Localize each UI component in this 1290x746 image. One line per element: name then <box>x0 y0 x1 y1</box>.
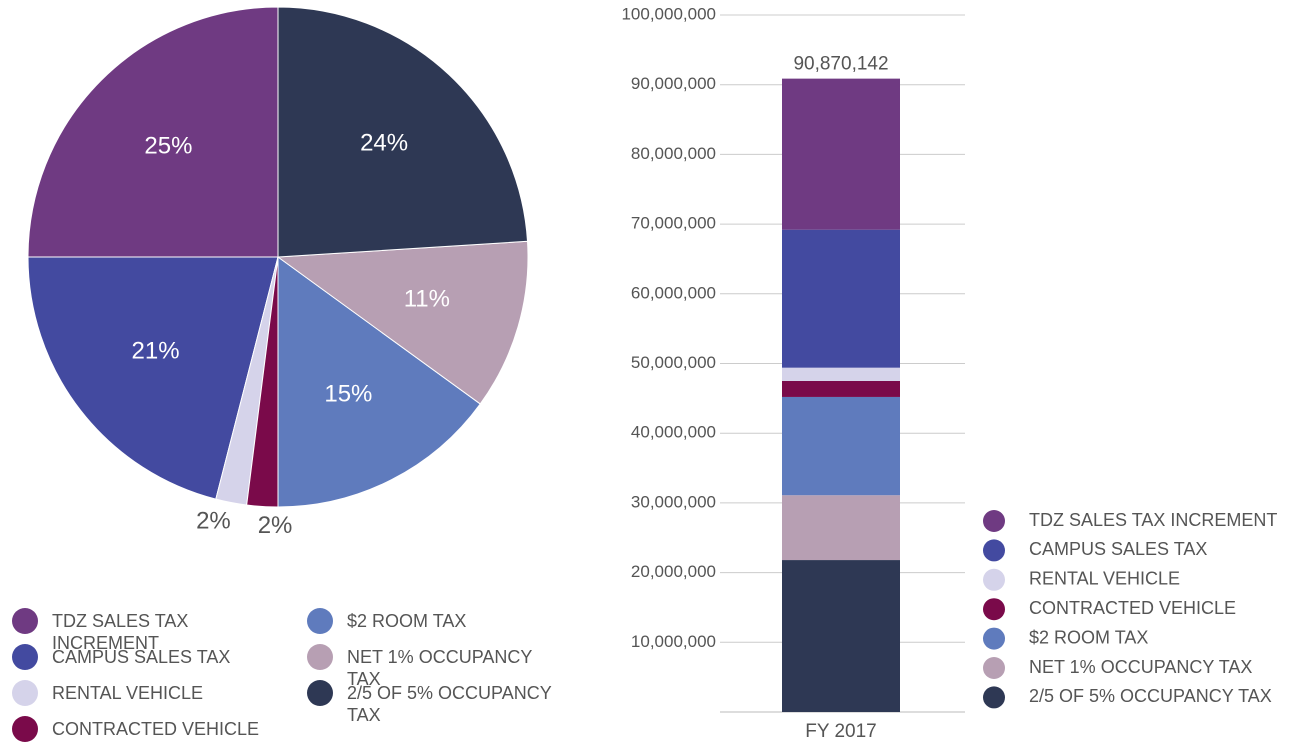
legend-marker <box>12 644 38 670</box>
legend-marker <box>983 657 1005 679</box>
legend-marker <box>983 627 1005 650</box>
bar-segment <box>782 495 900 561</box>
bar-segment <box>782 367 900 381</box>
legend-label: NET 1% OCCUPANCY TAX <box>1029 657 1252 677</box>
legend-marker <box>307 680 333 706</box>
y-tick-label: 40,000,000 <box>631 423 716 442</box>
bar-segment <box>782 78 900 230</box>
y-tick-label: 100,000,000 <box>621 4 716 23</box>
bar-segment <box>782 560 900 712</box>
pie-slice <box>277 256 481 508</box>
data-label: 2% <box>196 508 231 535</box>
data-label: 11% <box>404 286 450 313</box>
legend-marker <box>983 510 1005 532</box>
legend-label: TDZ SALES TAX INCREMENT <box>52 611 189 653</box>
y-tick-label: 50,000,000 <box>631 353 716 372</box>
x-tick-label: FY 2017 <box>805 721 876 742</box>
pie-slice <box>276 240 529 405</box>
legend-label: RENTAL VEHICLE <box>52 683 204 703</box>
legend-label: $2 ROOM TAX <box>347 611 467 631</box>
pie-slice <box>277 6 529 258</box>
legend-marker <box>983 568 1005 591</box>
data-label: 25% <box>144 133 192 160</box>
legend-marker <box>307 608 333 634</box>
bar-segment <box>782 229 900 368</box>
legend-marker <box>12 716 38 742</box>
legend-label: RENTAL VEHICLE <box>1029 569 1180 589</box>
legend-label: CAMPUS SALES TAX <box>1029 539 1207 559</box>
legend-marker <box>12 608 38 634</box>
pie-slice <box>27 256 279 500</box>
y-tick-label: 80,000,000 <box>631 144 716 163</box>
y-tick-label: 70,000,000 <box>631 214 716 233</box>
y-tick-label: 90,000,000 <box>631 74 716 93</box>
legend-marker <box>12 680 38 706</box>
y-tick-label: 60,000,000 <box>631 283 716 302</box>
bar-segment <box>782 396 900 496</box>
legend-marker <box>307 644 333 670</box>
legend-marker <box>983 686 1005 709</box>
data-label: 15% <box>324 380 372 407</box>
legend-label: CONTRACTED VEHICLE <box>1029 598 1236 618</box>
legend-label: $2 ROOM TAX <box>1029 627 1148 647</box>
data-label: 2% <box>258 512 293 539</box>
legend-label: CONTRACTED VEHICLE <box>52 719 260 739</box>
total-label: 90,870,142 <box>793 54 888 75</box>
pie-slice <box>27 6 279 258</box>
legend-label: 2/5 OF 5% OCCUPANCY TAX <box>347 683 552 725</box>
data-label: 24% <box>360 129 408 156</box>
legend-label: NET 1% OCCUPANCY TAX <box>347 647 533 689</box>
legend-label: 2/5 OF 5% OCCUPANCY TAX <box>1029 686 1272 706</box>
y-tick-label: 20,000,000 <box>631 562 716 581</box>
bar-segment <box>782 380 900 397</box>
y-tick-label: 30,000,000 <box>631 492 716 511</box>
legend-label: CAMPUS SALES TAX <box>52 647 231 667</box>
data-label: 21% <box>132 337 180 364</box>
y-tick-label: 10,000,000 <box>631 632 716 651</box>
legend-marker <box>983 539 1005 562</box>
legend-label: TDZ SALES TAX INCREMENT <box>1029 510 1277 530</box>
legend-marker <box>983 598 1005 621</box>
